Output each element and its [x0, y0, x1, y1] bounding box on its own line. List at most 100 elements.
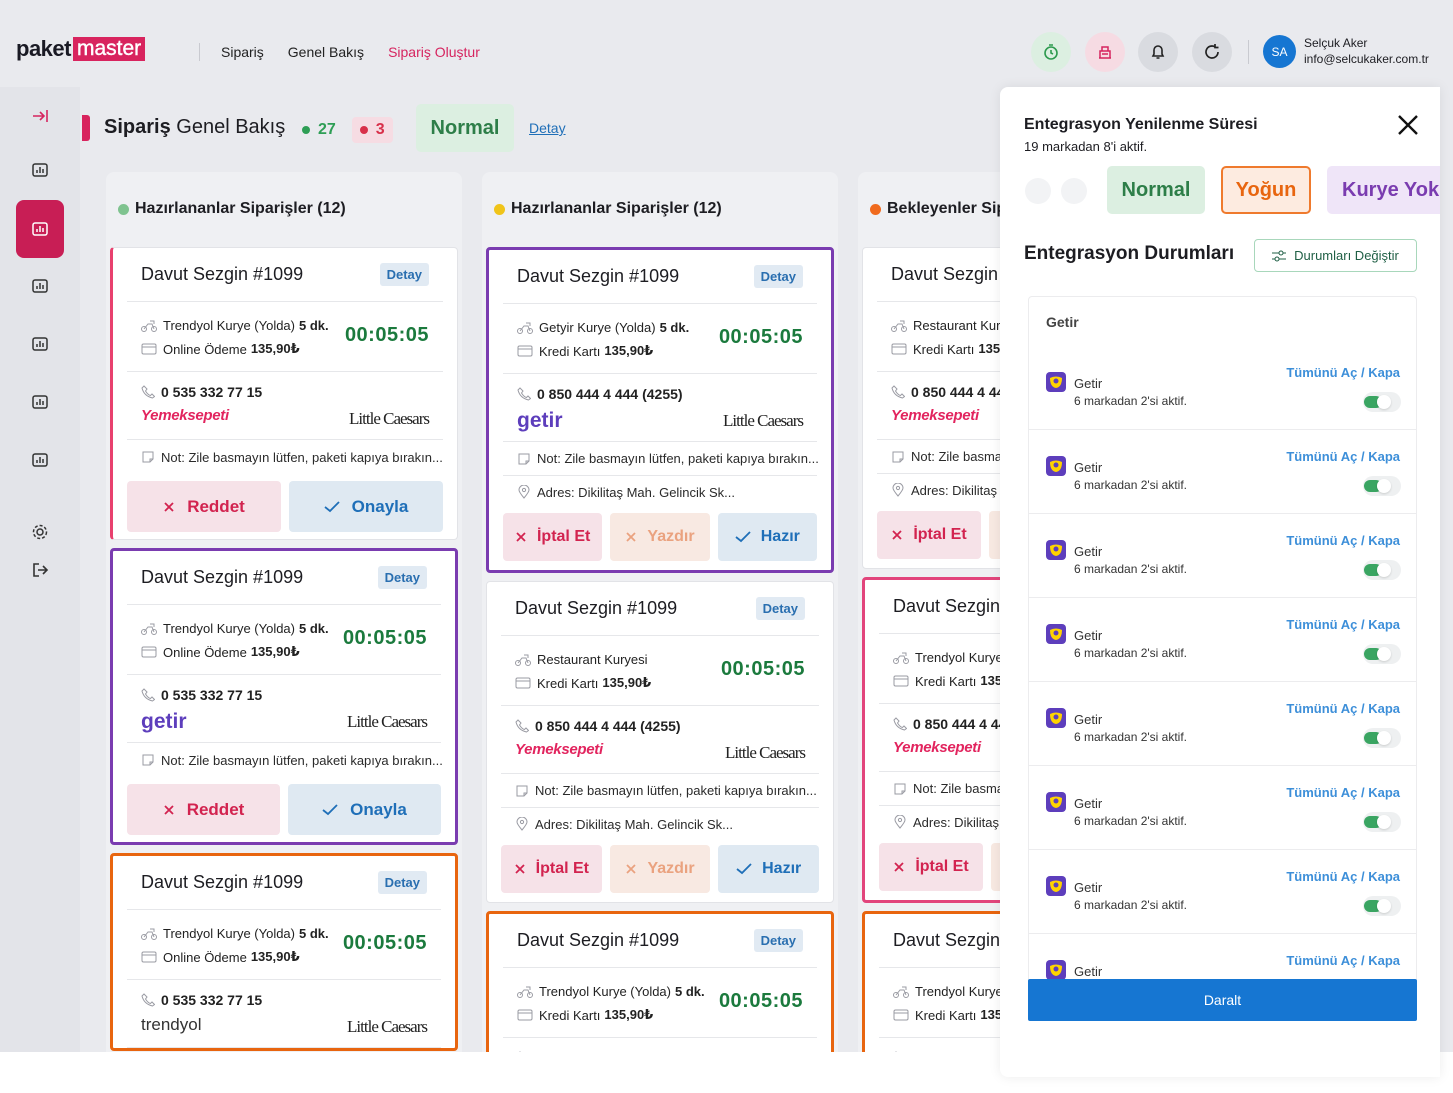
sidebar-item-active[interactable]	[16, 200, 64, 258]
icon-part	[32, 222, 48, 236]
sidebar-item[interactable]	[16, 518, 64, 546]
logo[interactable]: paket master	[16, 36, 146, 62]
detail-link[interactable]: Detay	[529, 120, 566, 136]
sidebar-item[interactable]	[16, 330, 64, 358]
detail-badge[interactable]: Detay	[753, 265, 803, 288]
icon-part	[141, 993, 155, 1007]
order-card: Davut Sezgin #1099 Detay Trendyol Kurye (Y…	[110, 247, 458, 540]
detail-badge[interactable]: Detay	[753, 929, 803, 952]
next-arrow[interactable]	[1061, 178, 1087, 204]
nav-link[interactable]: Sipariş Oluştur	[388, 44, 480, 60]
sidebar-item[interactable]	[16, 156, 64, 184]
collapse-button[interactable]: Daralt	[1028, 979, 1417, 1021]
action-button[interactable]: Hazır	[718, 845, 820, 893]
courier-line: Trendyol Kurye (Yolda)	[893, 984, 1000, 999]
avatar[interactable]: SA	[1263, 35, 1296, 68]
detail-badge[interactable]: Detay	[755, 597, 805, 620]
action-button[interactable]: İptal Et	[501, 845, 602, 893]
courier-section: Getyir Kurye (Yolda) 5 dk. Kredi Kartı 135,…	[503, 304, 817, 374]
icon-part	[893, 986, 909, 998]
icon-part	[894, 783, 906, 794]
toggle-all-link[interactable]: Tümünü Aç / Kapa	[1286, 533, 1400, 548]
toggle-all-link[interactable]: Tümünü Aç / Kapa	[1286, 365, 1400, 380]
customer-name: Davut Sezgin #1099	[893, 930, 1000, 950]
icon-part	[517, 387, 531, 401]
integration-row: Getir Tümünü Aç / Kapa	[1029, 934, 1416, 995]
action-button[interactable]: Hazır	[717, 513, 817, 561]
note-text: Not: Zile basmayın lütfen, paketi kapıya…	[535, 783, 817, 798]
toggle-all-link[interactable]: Tümünü Aç / Kapa	[1286, 953, 1400, 968]
action-button[interactable]: İptal Et	[879, 843, 983, 891]
action-button[interactable]: Reddet	[127, 784, 280, 835]
phone: 0 535 332 77 15	[161, 384, 263, 400]
eta: 5 dk.	[659, 320, 690, 335]
detail-badge[interactable]: Detay	[377, 871, 427, 894]
icon	[515, 677, 531, 689]
icon-part	[164, 501, 174, 512]
brand: Little Caesars	[347, 1017, 428, 1036]
contact-section: 0 850 444 4 444 (4255)	[879, 1038, 1000, 1052]
user-name: Selçuk Aker	[1304, 36, 1368, 50]
action-button[interactable]: Onayla	[289, 481, 443, 532]
toggle[interactable]	[1363, 896, 1401, 916]
detail-badge[interactable]: Detay	[379, 263, 429, 286]
action-button[interactable]: İptal Et	[877, 511, 981, 559]
toggle[interactable]	[1363, 392, 1401, 412]
action-button[interactable]	[991, 843, 1000, 891]
action-button[interactable]: Yazdır	[609, 845, 711, 893]
status-chip[interactable]: Normal	[416, 104, 514, 152]
nav-link[interactable]: Sipariş	[221, 44, 264, 60]
action-button[interactable]	[989, 511, 1000, 559]
icon	[141, 688, 155, 702]
header-icon[interactable]	[1191, 32, 1232, 72]
phone-line: 0 535 332 77 15	[141, 687, 262, 703]
nav-link[interactable]: Genel Bakış	[287, 44, 365, 60]
icon-part	[516, 785, 528, 796]
icon	[893, 986, 909, 998]
icon-part	[903, 991, 909, 998]
toggle-all-link[interactable]: Tümünü Aç / Kapa	[1286, 869, 1400, 884]
column-dot	[118, 203, 129, 215]
sidebar-item[interactable]	[16, 388, 64, 416]
action-button[interactable]: Yazdır	[610, 513, 710, 561]
toggle[interactable]	[1363, 476, 1401, 496]
sidebar-item[interactable]	[16, 102, 64, 130]
mode-chip[interactable]: Normal	[1107, 166, 1205, 214]
note: Not: Zile basmayın lütfen, paketi kapıya…	[503, 442, 819, 476]
platform: Yemeksepeti	[893, 739, 981, 756]
action-button[interactable]: Reddet	[127, 481, 281, 532]
detail-badge[interactable]: Detay	[377, 566, 427, 589]
icon-part	[32, 163, 48, 177]
mode-chip[interactable]: Yoğun	[1221, 166, 1311, 214]
customer-name: Davut Sezgin #1099	[515, 598, 678, 618]
prev-arrow[interactable]	[1025, 178, 1051, 204]
sidebar-item[interactable]	[16, 272, 64, 300]
action-button[interactable]: Onayla	[288, 784, 441, 835]
toggle-all-link[interactable]: Tümünü Aç / Kapa	[1286, 617, 1400, 632]
toggle-all-link[interactable]: Tümünü Aç / Kapa	[1286, 785, 1400, 800]
toggle[interactable]	[1363, 728, 1401, 748]
count-value: 3	[375, 121, 385, 138]
toggle[interactable]	[1363, 812, 1401, 832]
courier: Trendyol Kurye (Yolda)	[915, 984, 1000, 999]
order-card: Davut Sezgin #1099 Detay Getyir Kurye (Yol…	[486, 247, 834, 573]
integration-name: Getir	[1074, 376, 1103, 391]
toggle-all-link[interactable]: Tümünü Aç / Kapa	[1286, 449, 1400, 464]
header-icon[interactable]	[1138, 32, 1178, 72]
close-button[interactable]	[1396, 113, 1420, 137]
header-icon[interactable]	[1031, 32, 1071, 72]
toggle-all-link[interactable]: Tümünü Aç / Kapa	[1286, 701, 1400, 716]
sidebar-item[interactable]	[16, 446, 64, 474]
column-title-text: Hazırlananlar Siparişler (12)	[135, 200, 346, 217]
action-label: İptal Et	[535, 860, 589, 877]
header-icon[interactable]	[1084, 32, 1125, 72]
icon-part	[151, 628, 157, 635]
change-button[interactable]: Durumları Değiştir	[1254, 239, 1417, 272]
mode-chip[interactable]: Kurye Yok	[1327, 166, 1440, 214]
sidebar-item[interactable]	[16, 556, 64, 584]
icon	[893, 1051, 907, 1052]
toggle[interactable]	[1363, 560, 1401, 580]
toggle[interactable]	[1363, 644, 1401, 664]
action-button[interactable]: İptal Et	[503, 513, 603, 561]
count-dot	[359, 126, 368, 134]
